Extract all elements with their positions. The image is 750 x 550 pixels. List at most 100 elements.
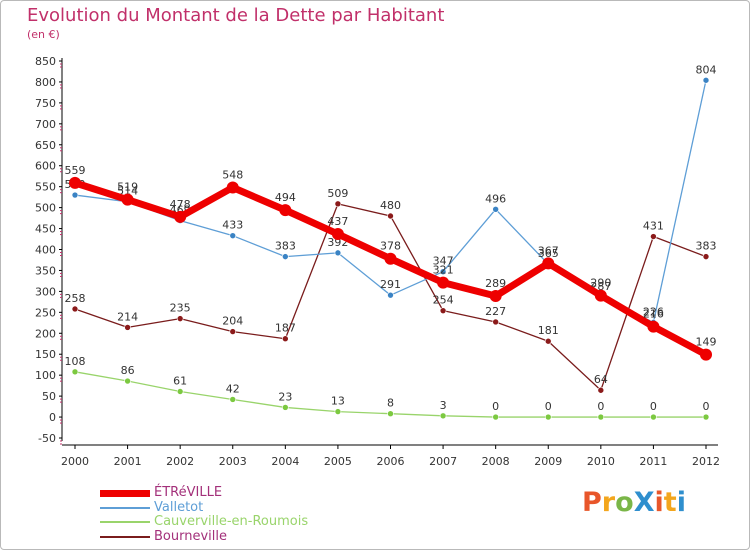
data-label: 509 [327, 187, 348, 200]
legend-item: Cauverville-en-Roumois [100, 515, 308, 530]
legend: ÉTRéVILLE Valletot Cauverville-en-Roumois B… [100, 486, 308, 544]
data-label: 181 [538, 324, 559, 337]
y-tick-label: 50 [42, 390, 56, 403]
data-label: 0 [492, 400, 499, 413]
data-label: 254 [433, 294, 454, 307]
x-tick-label: 2000 [61, 455, 89, 468]
proxiti-logo: ProXiti [582, 487, 686, 518]
data-label: 108 [65, 355, 86, 368]
data-point [492, 205, 499, 213]
y-tick-label: 250 [35, 306, 56, 319]
legend-swatch [100, 506, 150, 509]
data-label: 347 [433, 255, 454, 268]
data-label: 321 [433, 264, 454, 277]
data-label: 378 [380, 240, 401, 253]
data-label: 478 [170, 198, 191, 211]
legend-label: Bourneville [154, 528, 227, 544]
data-point [124, 377, 131, 385]
data-label: 548 [222, 169, 243, 182]
data-point [439, 268, 447, 276]
y-tick-label: 500 [35, 202, 56, 215]
data-label: 187 [275, 322, 296, 335]
data-label: 431 [643, 220, 664, 233]
legend-label: ÉTRéVILLE [154, 485, 223, 501]
data-label: 258 [65, 292, 86, 305]
data-label: 290 [590, 277, 611, 290]
data-point [544, 413, 552, 421]
x-tick-label: 2002 [166, 455, 194, 468]
y-tick-label: 300 [35, 285, 56, 298]
data-point [69, 176, 81, 189]
data-point [387, 291, 394, 299]
y-tick-label: 650 [35, 139, 56, 152]
data-label: 227 [485, 305, 506, 318]
data-point [650, 233, 657, 240]
data-point [489, 289, 502, 302]
data-point [71, 191, 79, 199]
y-tick-label: 700 [35, 118, 56, 131]
data-point [176, 388, 184, 395]
data-point [334, 249, 342, 257]
y-tick-label: 400 [35, 244, 56, 257]
series-line [74, 371, 707, 418]
data-label: 0 [597, 400, 604, 413]
chart-title: Evolution du Montant de la Dette par Hab… [27, 5, 445, 26]
x-tick-label: 2011 [639, 455, 667, 468]
x-tick-label: 2012 [692, 455, 720, 468]
data-point [597, 386, 605, 394]
data-point [387, 410, 394, 418]
data-label: 8 [387, 397, 394, 410]
y-tick-label: 200 [35, 327, 56, 340]
data-point [650, 413, 657, 421]
y-tick-label: 0 [49, 411, 56, 424]
data-point [647, 320, 660, 333]
logo-letter: i [676, 487, 686, 518]
data-point [226, 181, 239, 194]
logo-letter: P [582, 487, 602, 518]
data-label: 23 [278, 390, 292, 403]
data-point [439, 307, 447, 314]
x-tick-label: 2003 [219, 455, 247, 468]
data-point [387, 212, 394, 220]
x-tick-label: 2010 [587, 455, 615, 468]
data-point [331, 228, 344, 241]
data-point [121, 193, 134, 206]
data-label: 226 [643, 305, 664, 318]
data-label: 433 [222, 219, 243, 232]
data-label: 64 [594, 373, 608, 386]
data-label: 494 [275, 191, 296, 204]
x-tick-label: 2005 [324, 455, 352, 468]
y-tick-label: 100 [35, 369, 56, 382]
legend-swatch [100, 521, 150, 524]
x-tick-label: 2008 [482, 455, 510, 468]
data-label: 559 [65, 164, 86, 177]
data-label: 365 [538, 247, 559, 260]
x-tick-label: 2009 [534, 455, 562, 468]
data-label: 383 [275, 240, 296, 253]
data-label: 804 [696, 63, 717, 76]
x-tick-label: 2006 [377, 455, 405, 468]
data-point [597, 413, 605, 421]
data-point [282, 404, 289, 411]
data-label: 235 [170, 302, 191, 315]
data-point [492, 318, 499, 326]
legend-item: Valletot [100, 500, 308, 516]
data-label: 0 [545, 400, 552, 413]
data-point [279, 204, 292, 217]
data-label: 13 [331, 395, 345, 408]
y-tick-label: 350 [35, 264, 56, 277]
data-point [282, 335, 289, 343]
data-point [702, 76, 710, 84]
y-tick-label: 150 [35, 348, 56, 361]
y-tick-label: 550 [35, 181, 56, 194]
y-tick-label: 850 [35, 55, 56, 68]
data-point [229, 232, 237, 239]
data-label: 0 [650, 400, 657, 413]
data-label: 437 [327, 215, 348, 228]
data-label: 3 [440, 399, 447, 412]
data-point [544, 337, 552, 345]
y-tick-label: 450 [35, 223, 56, 236]
data-label: 61 [173, 375, 187, 388]
data-point [594, 289, 607, 302]
